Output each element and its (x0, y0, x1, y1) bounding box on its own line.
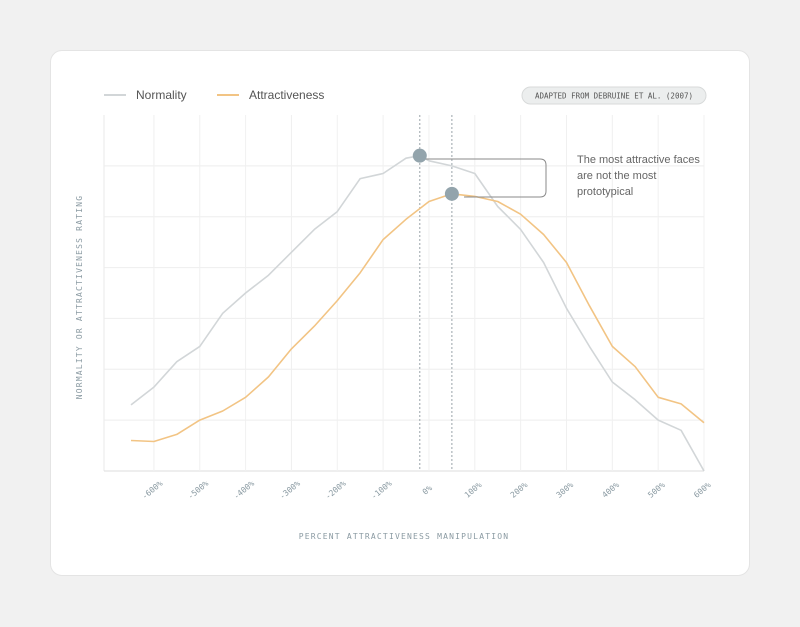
x-tick-label-9: 300% (555, 480, 576, 499)
annotation-bracket (417, 158, 547, 198)
x-tick-label-6: 0% (421, 483, 434, 496)
reference-lines (419, 115, 453, 471)
source-badge-bg (521, 86, 707, 105)
x-tick-label-0: -600% (140, 479, 164, 501)
x-tick-label-12: 600% (692, 480, 713, 499)
x-tick-label-4: -200% (324, 479, 348, 501)
markers (412, 148, 459, 201)
legend: Normality Attractiveness (104, 88, 324, 102)
source-text: ADAPTED FROM DEBRUINE ET AL. (2007) (535, 92, 693, 101)
grid (104, 115, 705, 471)
series-line-normality (130, 154, 705, 472)
legend-label-normality: Normality (136, 88, 187, 102)
legend-label-attractiveness: Attractiveness (249, 88, 324, 102)
x-tick-label-10: 400% (600, 480, 621, 499)
x-tick-label-7: 100% (463, 480, 484, 499)
series-line-attractiveness (130, 193, 705, 443)
x-tick-label-5: -100% (369, 479, 393, 501)
x-tick-label-8: 200% (509, 480, 530, 499)
peak-marker-normality (412, 148, 427, 163)
x-tick-label-3: -300% (278, 479, 302, 501)
x-tick-labels: -600% -500% -400% -300% -200% -100% 0% 100% 200%… (140, 479, 713, 501)
source-badge: ADAPTED FROM DEBRUINE ET AL. (2007) (521, 86, 707, 105)
annotation-line-2: are not the most (577, 170, 657, 182)
y-axis-title: NORMALITY OR ATTRACTIVENESS RATING (75, 195, 84, 400)
chart-svg: Normality Attractiveness ADAPTED FROM DE… (75, 86, 713, 541)
annotation-line-1: The most attractive faces (577, 154, 700, 166)
peak-marker-attractiveness (444, 186, 459, 201)
annotation-line-3: prototypical (577, 186, 633, 198)
x-axis-title: PERCENT ATTRACTIVENESS MANIPULATION (299, 532, 510, 541)
x-tick-label-2: -400% (232, 479, 256, 501)
series-group (130, 154, 705, 472)
chart-card: Normality Attractiveness ADAPTED FROM DE… (50, 50, 750, 576)
x-tick-label-1: -500% (186, 479, 210, 501)
x-tick-label-11: 500% (646, 480, 667, 499)
